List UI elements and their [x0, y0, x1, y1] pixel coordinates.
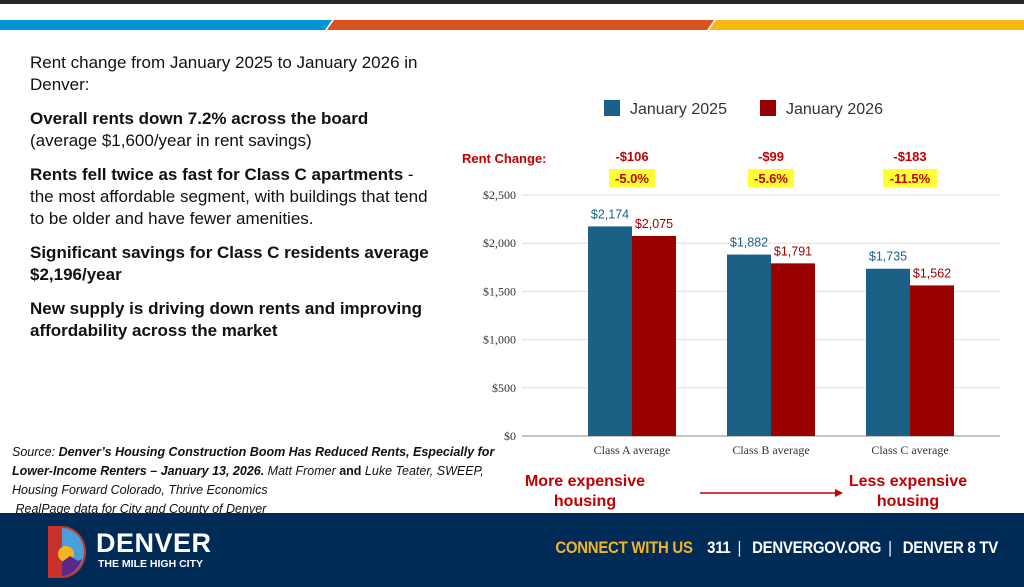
annotation-less-expensive-1: Less expensive	[849, 473, 967, 490]
arrow-head	[835, 489, 843, 497]
bar-value-label: $2,174	[591, 207, 629, 221]
legend-swatch-2025	[604, 100, 620, 116]
rent-change-pct: -11.5%	[890, 171, 931, 186]
bar-value-label: $1,562	[913, 266, 951, 280]
phone-link[interactable]: 311	[707, 538, 731, 557]
denver-logo-icon	[48, 526, 86, 578]
bar-value-label: $1,735	[869, 250, 907, 264]
source-citation: Source: Denver’s Housing Construction Bo…	[12, 445, 495, 516]
rent-change-amount: -$99	[758, 149, 784, 164]
bar-2025	[588, 226, 632, 436]
y-tick-label: $2,000	[483, 236, 516, 250]
x-tick-label: Class B average	[732, 443, 809, 457]
bar-value-label: $2,075	[635, 217, 673, 231]
legend-label-2026: January 2026	[786, 101, 883, 118]
logo-city: DENVER	[96, 528, 212, 558]
rent-chart: January 2025 January 2026 Rent Change: $…	[462, 100, 1000, 510]
summary-text: Rent change from January 2025 to January…	[30, 52, 430, 354]
x-tick-label: Class C average	[871, 443, 948, 457]
pct-highlight	[609, 169, 655, 187]
annotation-more-expensive-1: More expensive	[525, 473, 645, 490]
legend-label-2025: January 2025	[630, 101, 727, 118]
bar-2026	[632, 235, 676, 436]
logo-tagline: THE MILE HIGH CITY	[98, 558, 203, 570]
y-tick-label: $0	[504, 429, 516, 443]
legend-swatch-2026	[760, 100, 776, 116]
y-tick-label: $1,000	[483, 333, 516, 347]
bar-2025	[727, 254, 771, 436]
rent-change-amount: -$183	[893, 149, 926, 164]
connect-label: CONNECT WITH US	[555, 538, 693, 557]
footer	[0, 513, 1024, 587]
bar-2026	[910, 285, 954, 436]
rent-change-pct: -5.6%	[754, 171, 788, 186]
y-tick-label: $500	[492, 381, 516, 395]
color-stripe	[0, 20, 1024, 30]
annotation-less-expensive-2: housing	[877, 493, 939, 510]
point-2: Rents fell twice as fast for Class C apa…	[30, 165, 428, 228]
point-1: Overall rents down 7.2% across the board…	[30, 109, 369, 150]
tv-link[interactable]: DENVER 8 TV	[902, 538, 998, 557]
bar-2025	[866, 268, 910, 436]
x-tick-label: Class A average	[594, 443, 671, 457]
y-tick-label: $1,500	[483, 284, 516, 298]
website-link[interactable]: DENVERGOV.ORG	[752, 538, 882, 557]
point-3: Significant savings for Class C resident…	[30, 243, 429, 284]
intro-text: Rent change from January 2025 to January…	[30, 53, 418, 94]
rent-change-amount: -$106	[615, 149, 648, 164]
rent-change-label: Rent Change:	[462, 151, 547, 166]
rent-change-pct: -5.0%	[615, 171, 649, 186]
annotation-more-expensive-2: housing	[554, 493, 616, 510]
connect-bar: CONNECT WITH US 311 | DENVERGOV.ORG | DENV…	[555, 538, 998, 557]
chart-legend: January 2025 January 2026	[604, 100, 883, 118]
pct-highlight	[883, 169, 937, 187]
bar-2026	[771, 263, 815, 436]
bar-value-label: $1,882	[730, 236, 768, 250]
y-tick-label: $2,500	[483, 188, 516, 202]
bar-value-label: $1,791	[774, 244, 812, 258]
top-bar	[0, 0, 1024, 4]
point-4: New supply is driving down rents and imp…	[30, 299, 422, 340]
pct-highlight	[748, 169, 794, 187]
